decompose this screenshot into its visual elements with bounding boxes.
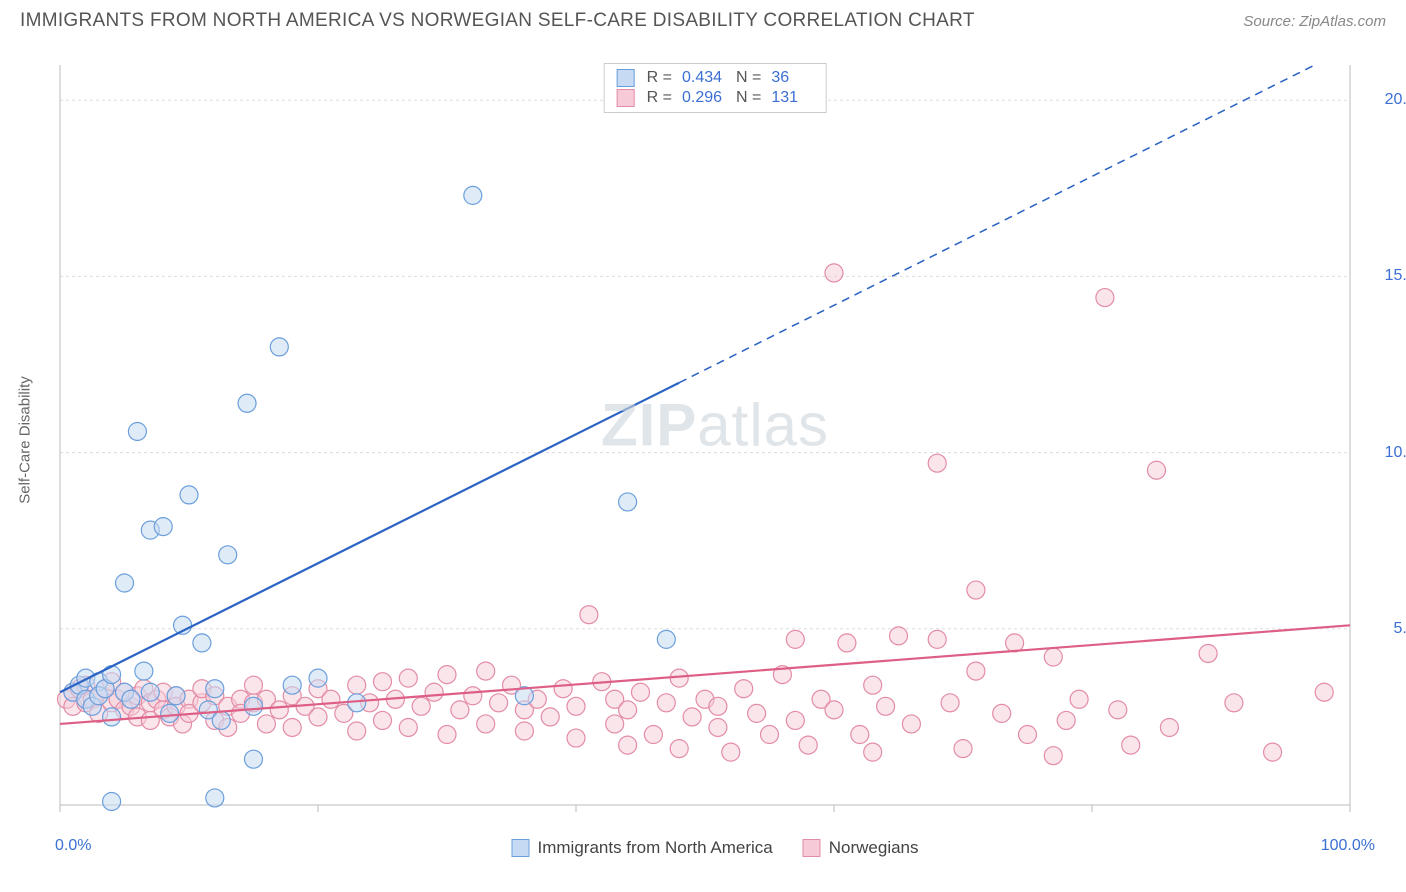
x-axis-min-label: 0.0% [55, 837, 91, 855]
legend-swatch [617, 69, 635, 87]
r-value: 0.434 [682, 69, 724, 87]
n-label: N = [736, 69, 761, 87]
source-label: Source: ZipAtlas.com [1243, 13, 1386, 30]
y-tick-label: 15.0% [1385, 267, 1406, 285]
legend-item: Norwegians [803, 838, 919, 858]
scatter-plot [55, 55, 1375, 825]
y-tick-label: 20.0% [1385, 91, 1406, 109]
n-value: 36 [771, 69, 813, 87]
legend-item-label: Norwegians [829, 838, 919, 858]
legend-swatch [617, 89, 635, 107]
r-label: R = [647, 89, 672, 107]
x-axis-max-label: 100.0% [1321, 837, 1375, 855]
legend-stats: R = 0.434 N = 36 R = 0.296 N = 131 [604, 63, 827, 113]
chart-area: Self-Care Disability ZIPatlas R =0.434N … [55, 55, 1375, 825]
legend-stats-row: R = 0.434 N = 36 [617, 68, 814, 88]
legend-item-label: Immigrants from North America [538, 838, 773, 858]
legend-swatch [803, 839, 821, 857]
r-label: R = [647, 69, 672, 87]
legend-stats-row: R = 0.296 N = 131 [617, 88, 814, 108]
legend-swatch [512, 839, 530, 857]
legend-series: Immigrants from North America Norwegians [512, 838, 919, 858]
chart-header: IMMIGRANTS FROM NORTH AMERICA VS NORWEGI… [0, 0, 1406, 37]
y-tick-label: 10.0% [1385, 444, 1406, 462]
y-tick-label: 5.0% [1394, 620, 1406, 638]
n-value: 131 [771, 89, 813, 107]
legend-item: Immigrants from North America [512, 838, 773, 858]
r-value: 0.296 [682, 89, 724, 107]
n-label: N = [736, 89, 761, 107]
chart-title: IMMIGRANTS FROM NORTH AMERICA VS NORWEGI… [20, 10, 975, 32]
y-axis-label: Self-Care Disability [17, 376, 34, 504]
